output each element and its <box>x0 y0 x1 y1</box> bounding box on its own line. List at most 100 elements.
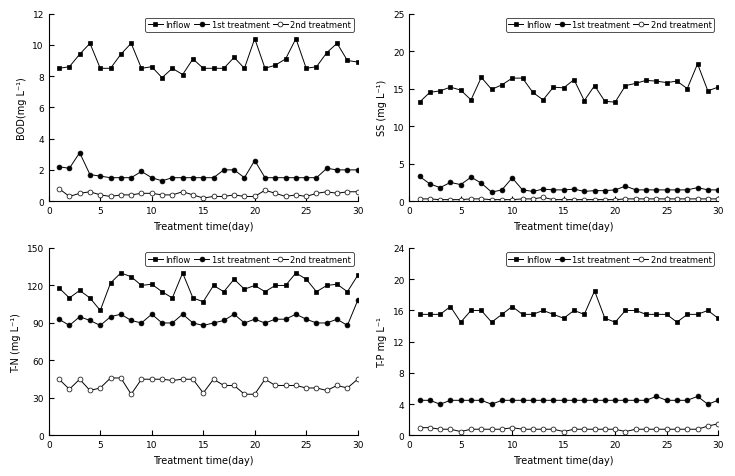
2nd treatment <box>251 194 259 200</box>
2nd treatment <box>436 198 445 203</box>
2nd treatment <box>85 189 94 195</box>
Y-axis label: SS (mg L⁻¹): SS (mg L⁻¹) <box>377 80 387 136</box>
2nd treatment <box>188 193 197 198</box>
2nd treatment <box>323 388 331 394</box>
1st treatment <box>323 320 331 326</box>
1st treatment <box>271 317 280 322</box>
Inflow <box>631 81 640 87</box>
Legend: Inflow, 1st treatment, 2nd treatment: Inflow, 1st treatment, 2nd treatment <box>506 19 714 33</box>
X-axis label: Treatment time(day): Treatment time(day) <box>514 455 614 465</box>
Line: Inflow: Inflow <box>417 289 720 325</box>
1st treatment <box>85 318 94 324</box>
1st treatment <box>600 397 609 403</box>
1st treatment <box>559 397 568 403</box>
1st treatment <box>631 188 640 193</box>
Inflow <box>415 312 424 317</box>
1st treatment <box>343 323 352 328</box>
Inflow <box>178 72 187 78</box>
2nd treatment <box>662 197 671 202</box>
2nd treatment <box>302 194 311 200</box>
Inflow <box>590 288 599 294</box>
Inflow <box>343 59 352 64</box>
Inflow <box>652 79 661 85</box>
2nd treatment <box>467 426 476 432</box>
1st treatment <box>436 402 445 407</box>
1st treatment <box>590 397 599 403</box>
Inflow <box>220 289 229 295</box>
Inflow <box>467 308 476 314</box>
1st treatment <box>549 397 558 403</box>
1st treatment <box>518 397 527 403</box>
2nd treatment <box>580 426 589 432</box>
Inflow <box>559 86 568 91</box>
2nd treatment <box>703 423 712 429</box>
1st treatment <box>188 176 197 181</box>
2nd treatment <box>137 191 146 197</box>
1st treatment <box>220 168 229 173</box>
2nd treatment <box>570 426 578 432</box>
Inflow <box>85 296 94 301</box>
2nd treatment <box>559 429 568 435</box>
1st treatment <box>714 397 723 403</box>
2nd treatment <box>292 193 301 198</box>
Inflow <box>271 63 280 69</box>
Inflow <box>96 308 104 314</box>
1st treatment <box>600 188 609 194</box>
Inflow <box>683 87 692 92</box>
1st treatment <box>333 317 342 322</box>
Inflow <box>621 84 630 89</box>
Inflow <box>178 270 187 276</box>
1st treatment <box>261 320 270 326</box>
2nd treatment <box>157 377 166 382</box>
2nd treatment <box>611 198 620 203</box>
2nd treatment <box>549 198 558 203</box>
2nd treatment <box>251 392 259 397</box>
Inflow <box>611 100 620 106</box>
1st treatment <box>199 323 208 328</box>
Line: 2nd treatment: 2nd treatment <box>57 376 360 397</box>
1st treatment <box>693 394 702 399</box>
2nd treatment <box>312 191 321 197</box>
Inflow <box>209 283 218 289</box>
1st treatment <box>477 181 486 187</box>
Inflow <box>240 66 249 72</box>
1st treatment <box>261 176 270 181</box>
1st treatment <box>673 397 681 403</box>
Line: 2nd treatment: 2nd treatment <box>417 196 720 203</box>
1st treatment <box>106 314 115 320</box>
1st treatment <box>178 176 187 181</box>
2nd treatment <box>333 383 342 388</box>
Inflow <box>611 320 620 326</box>
2nd treatment <box>282 194 290 200</box>
Line: Inflow: Inflow <box>417 62 720 105</box>
2nd treatment <box>147 191 156 197</box>
2nd treatment <box>188 377 197 382</box>
2nd treatment <box>621 429 630 435</box>
2nd treatment <box>714 421 723 426</box>
1st treatment <box>415 397 424 403</box>
Inflow <box>240 287 249 292</box>
Inflow <box>323 283 331 289</box>
1st treatment <box>467 175 476 180</box>
2nd treatment <box>333 191 342 197</box>
Inflow <box>631 308 640 314</box>
2nd treatment <box>714 197 723 202</box>
2nd treatment <box>137 377 146 382</box>
2nd treatment <box>343 189 352 195</box>
2nd treatment <box>446 198 455 203</box>
2nd treatment <box>539 426 548 432</box>
Inflow <box>570 308 578 314</box>
Inflow <box>477 75 486 81</box>
Inflow <box>251 37 259 42</box>
2nd treatment <box>75 191 84 197</box>
Inflow <box>343 289 352 295</box>
Line: 1st treatment: 1st treatment <box>417 175 720 195</box>
2nd treatment <box>415 425 424 431</box>
2nd treatment <box>621 197 630 202</box>
Inflow <box>590 84 599 89</box>
2nd treatment <box>312 385 321 391</box>
2nd treatment <box>498 198 506 203</box>
1st treatment <box>580 397 589 403</box>
Inflow <box>662 80 671 86</box>
2nd treatment <box>282 383 290 388</box>
